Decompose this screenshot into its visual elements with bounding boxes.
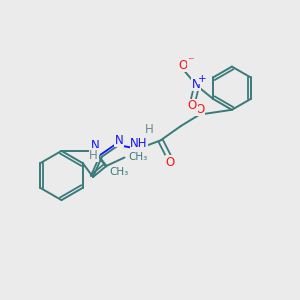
- Text: O: O: [188, 99, 197, 112]
- Text: N: N: [91, 139, 100, 152]
- Text: CH₃: CH₃: [110, 167, 129, 177]
- Text: O: O: [196, 103, 205, 116]
- Text: N: N: [191, 77, 200, 91]
- Text: N: N: [115, 134, 124, 147]
- Text: ⁻: ⁻: [188, 56, 194, 69]
- Text: H: H: [145, 123, 154, 136]
- Text: +: +: [198, 74, 206, 84]
- Text: O: O: [166, 156, 175, 169]
- Text: CH₃: CH₃: [128, 152, 147, 162]
- Text: H: H: [89, 148, 98, 162]
- Text: O: O: [178, 58, 188, 72]
- Text: NH: NH: [130, 137, 148, 150]
